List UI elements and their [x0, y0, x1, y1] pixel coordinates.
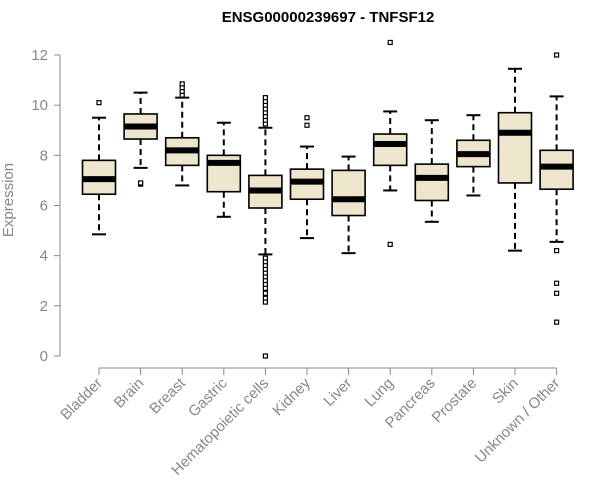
outlier-point — [553, 280, 560, 286]
x-tick-label: Brain — [111, 375, 148, 412]
y-tick-label: 0 — [40, 348, 48, 365]
box-iqr — [539, 149, 574, 190]
x-tick-label: Kidney — [269, 374, 314, 419]
y-axis-label: Expression — [0, 163, 17, 237]
boxes-group — [81, 39, 574, 359]
box-lung — [372, 39, 408, 247]
x-tick-label: Prostate — [429, 375, 481, 427]
y-tick-label: 10 — [31, 97, 48, 114]
box-breast — [164, 81, 200, 187]
outlier-point — [387, 39, 393, 46]
outlier-point — [262, 290, 268, 296]
x-tick-label: Lung — [361, 375, 397, 411]
y-tick-label: 2 — [40, 298, 48, 315]
outlier-point — [304, 115, 310, 121]
outlier-point — [387, 241, 393, 247]
box-iqr — [372, 133, 408, 167]
outlier-point — [553, 248, 560, 254]
box-kidney — [289, 115, 325, 240]
outlier-point — [304, 122, 310, 128]
outlier-point — [262, 353, 268, 359]
box-iqr — [497, 111, 533, 184]
y-tick-label: 4 — [40, 248, 48, 265]
outlier-point — [179, 81, 185, 87]
x-tick-label: Bladder — [57, 375, 106, 424]
chart-title: ENSG00000239697 - TNFSF12 — [222, 9, 435, 26]
box-iqr — [331, 169, 366, 217]
outlier-point — [553, 319, 560, 325]
box-iqr — [414, 163, 450, 202]
outlier-point — [96, 100, 102, 106]
y-tick-label: 6 — [40, 198, 48, 215]
box-gastric — [206, 121, 242, 218]
outlier-point — [138, 180, 144, 186]
outlier-point — [553, 290, 560, 296]
box-pancreas — [414, 119, 450, 223]
x-tick-label: Skin — [489, 375, 522, 408]
outlier-point — [262, 299, 268, 305]
box-hematopoietic-cells — [248, 95, 283, 359]
box-bladder — [81, 100, 117, 236]
x-tick-label: Liver — [320, 375, 355, 410]
box-brain — [123, 91, 158, 187]
y-tick-label: 12 — [31, 47, 48, 64]
box-prostate — [456, 114, 491, 197]
outlier-point — [553, 52, 560, 58]
box-skin — [497, 67, 533, 252]
outlier-point — [262, 285, 268, 291]
y-tick-label: 8 — [40, 147, 48, 164]
box-unknown-other — [539, 52, 574, 325]
x-tick-label: Breast — [146, 374, 189, 417]
y-axis: 0 2 4 6 8 10 12 — [31, 47, 61, 365]
box-liver — [331, 155, 366, 255]
outlier-point — [262, 95, 268, 101]
